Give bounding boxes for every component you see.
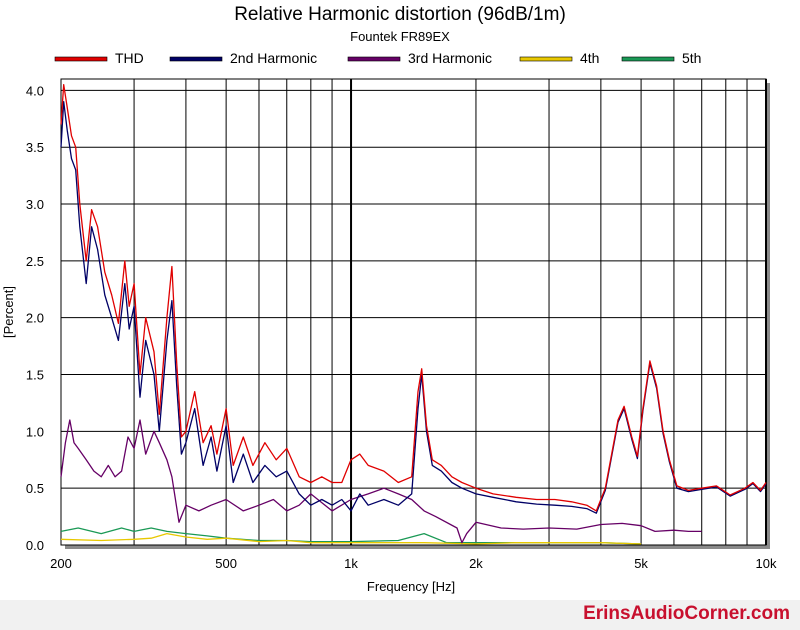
legend-swatch xyxy=(621,56,675,62)
y-axis-ticks: 0.0 0.5 1.0 1.5 2.0 2.5 3.0 3.5 4.0 xyxy=(26,83,44,553)
x-axis-label: Frequency [Hz] xyxy=(367,579,455,594)
x-tick-label: 500 xyxy=(215,556,237,571)
legend-label: 4th xyxy=(580,50,599,66)
legend-label: 5th xyxy=(682,50,701,66)
chart-subtitle: Fountek FR89EX xyxy=(350,29,450,44)
legend-label: 2nd Harmonic xyxy=(230,50,317,66)
y-tick-label: 2.0 xyxy=(26,311,44,326)
y-axis-label: [Percent] xyxy=(1,286,16,338)
footer-bar xyxy=(0,600,800,630)
y-tick-label: 1.0 xyxy=(26,424,44,439)
series-line-5th xyxy=(60,527,642,545)
y-tick-label: 0.0 xyxy=(26,538,44,553)
y-tick-label: 3.5 xyxy=(26,140,44,155)
x-tick-label: 2k xyxy=(469,556,483,571)
series-layer xyxy=(60,84,767,545)
y-tick-label: 0.5 xyxy=(26,481,44,496)
series-line-3rd-harmonic xyxy=(60,419,702,544)
y-tick-label: 2.5 xyxy=(26,254,44,269)
legend-swatch xyxy=(54,56,108,62)
watermark: ErinsAudioCorner.com xyxy=(583,603,790,624)
y-tick-label: 1.5 xyxy=(26,368,44,383)
y-tick-label: 4.0 xyxy=(26,83,44,98)
x-tick-label: 10k xyxy=(756,556,777,571)
legend-label: THD xyxy=(115,50,144,66)
x-axis-ticks: 200 500 1k 2k 5k 10k xyxy=(50,556,777,571)
x-tick-label: 200 xyxy=(50,556,72,571)
legend-swatch xyxy=(519,56,573,62)
legend-swatch xyxy=(347,56,401,62)
x-tick-label: 5k xyxy=(634,556,648,571)
legend-swatch xyxy=(169,56,223,62)
legend: THD 2nd Harmonic 3rd Harmonic 4th 5th xyxy=(54,50,701,66)
x-tick-label: 1k xyxy=(344,556,358,571)
grid xyxy=(60,79,767,546)
series-line-thd xyxy=(60,84,767,512)
legend-label: 3rd Harmonic xyxy=(408,50,492,66)
chart-title: Relative Harmonic distortion (96dB/1m) xyxy=(234,4,566,25)
series-line-4th xyxy=(60,532,642,545)
y-tick-label: 3.0 xyxy=(26,197,44,212)
